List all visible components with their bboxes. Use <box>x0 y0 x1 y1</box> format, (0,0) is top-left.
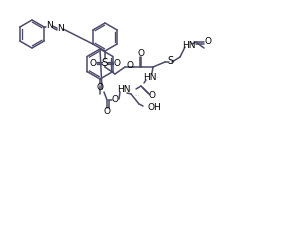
Text: HN: HN <box>143 72 157 81</box>
Text: N: N <box>46 21 53 30</box>
Text: O: O <box>104 108 111 116</box>
Text: OH: OH <box>148 102 162 112</box>
Text: ···: ··· <box>153 75 159 81</box>
Text: ···: ··· <box>126 88 132 92</box>
Text: S: S <box>167 56 173 66</box>
Text: O: O <box>111 95 119 104</box>
Text: N: N <box>57 24 64 33</box>
Text: S: S <box>102 58 108 68</box>
Text: HN: HN <box>182 41 196 50</box>
Text: O: O <box>113 59 121 68</box>
Text: HN: HN <box>117 84 131 93</box>
Text: O: O <box>137 49 144 58</box>
Text: O: O <box>204 37 211 46</box>
Text: ···: ··· <box>153 63 159 69</box>
Text: O: O <box>126 61 133 71</box>
Text: O: O <box>148 92 155 101</box>
Text: ···: ··· <box>134 93 139 99</box>
Text: O: O <box>97 83 104 92</box>
Text: O: O <box>90 59 97 68</box>
